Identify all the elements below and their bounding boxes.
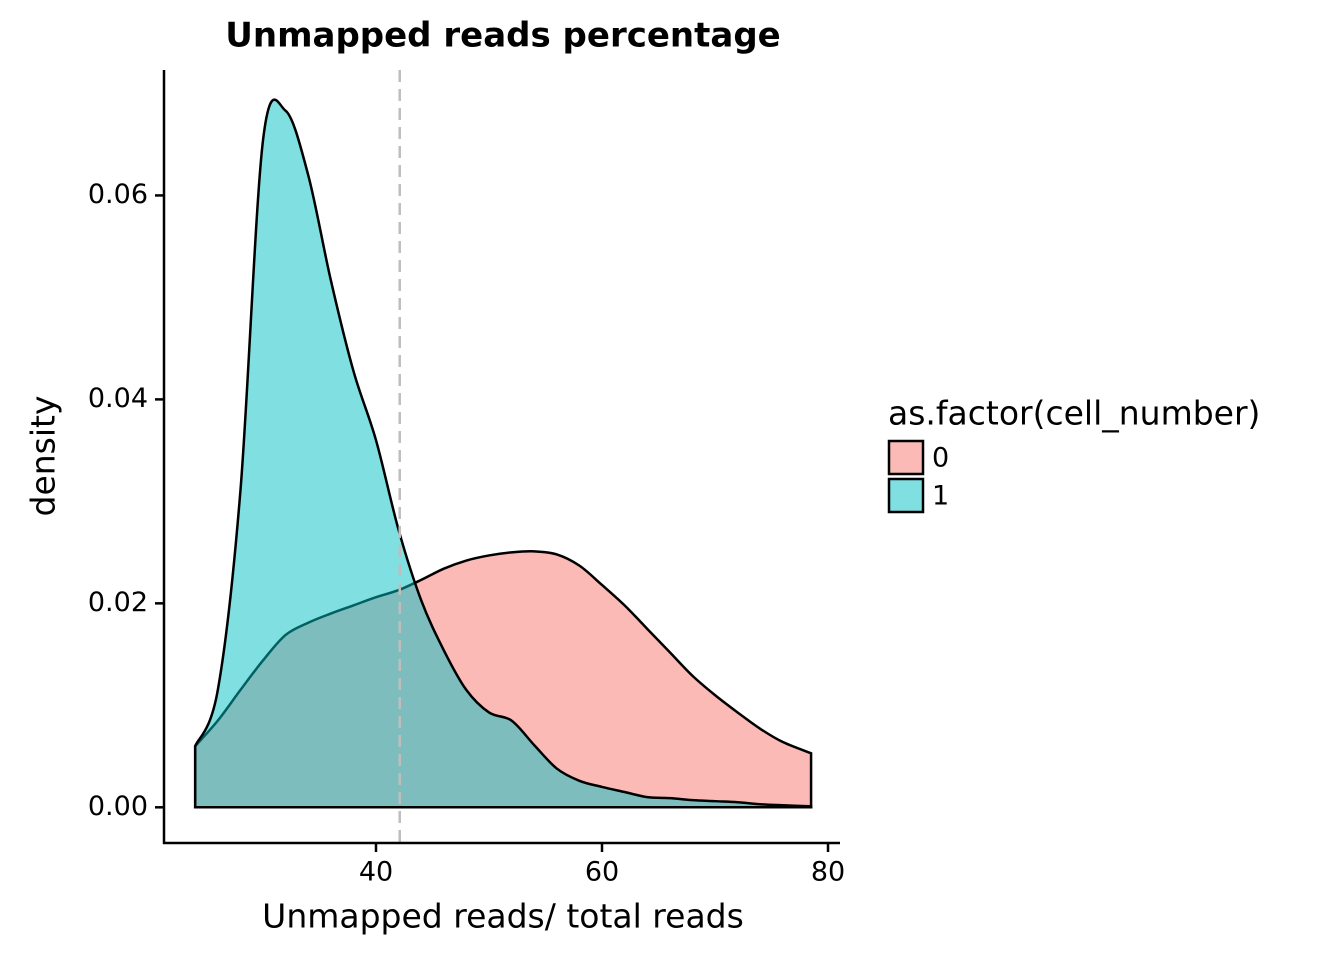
chart-title: Unmapped reads percentage: [225, 16, 780, 56]
y-axis-label: density: [24, 396, 63, 517]
legend-title: as.factor(cell_number): [888, 394, 1260, 433]
y-tick-label: 0.00: [88, 791, 148, 822]
density-area: [193, 98, 813, 809]
y-tick-label: 0.02: [88, 587, 148, 618]
y-tick-label: 0.06: [88, 179, 148, 210]
legend-key: [887, 439, 925, 476]
y-tick-label: 0.04: [88, 383, 148, 414]
x-tick-label: 80: [811, 857, 845, 888]
x-tick-label: 60: [585, 857, 619, 888]
legend-key: [887, 477, 925, 514]
legend-label: 1: [932, 481, 949, 512]
x-tick-label: 40: [359, 857, 393, 888]
x-axis-label: Unmapped reads/ total reads: [262, 897, 744, 936]
legend-label: 0: [932, 443, 949, 474]
